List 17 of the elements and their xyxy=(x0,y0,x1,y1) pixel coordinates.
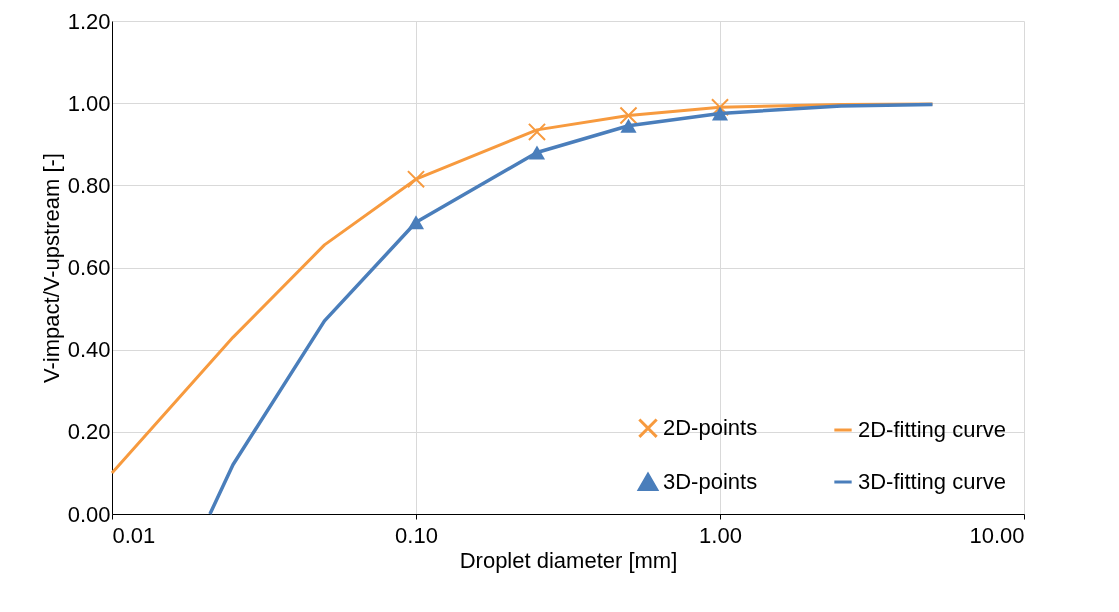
y-tick-label: 0.00 xyxy=(67,501,111,527)
y-tick-label: 0.80 xyxy=(67,172,111,198)
x-tick-label: 0.10 xyxy=(395,522,438,548)
x-axis-title: Droplet diameter [mm] xyxy=(459,547,678,573)
y-tick-label: 0.40 xyxy=(67,337,111,363)
y-tick-label: 1.20 xyxy=(67,8,111,34)
y-tick-label: 1.00 xyxy=(67,90,111,116)
x-tick-label: 0.01 xyxy=(112,522,156,548)
x-tick-label: 10.00 xyxy=(969,522,1025,548)
x-tick-label: 1.00 xyxy=(699,522,742,548)
legend-label: 3D-points xyxy=(663,469,758,494)
legend-label: 2D-points xyxy=(663,415,758,441)
y-axis-title: V-impact/V-upstream [-] xyxy=(38,153,64,383)
y-tick-label: 0.60 xyxy=(67,255,111,280)
legend-label: 3D-fitting curve xyxy=(858,469,1006,494)
y-tick-label: 0.20 xyxy=(67,419,111,445)
legend-label: 2D-fitting curve xyxy=(858,417,1006,442)
